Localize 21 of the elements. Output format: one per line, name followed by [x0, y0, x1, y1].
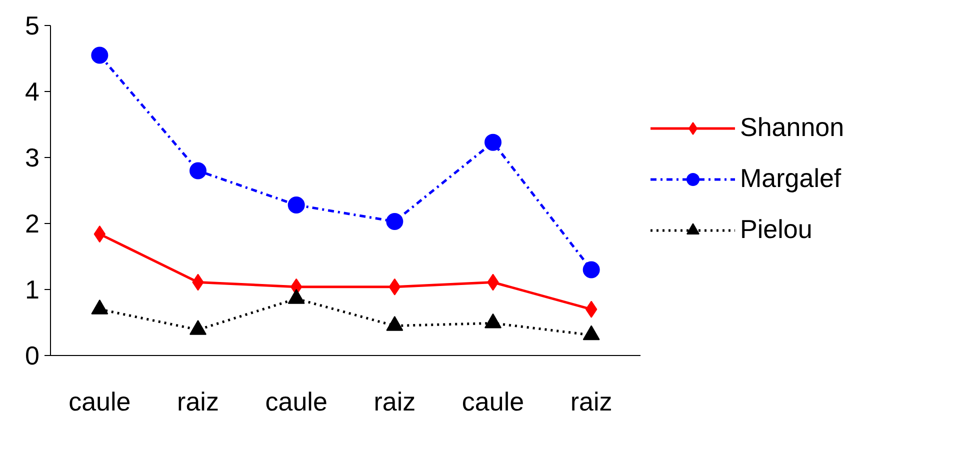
point [190, 162, 206, 180]
x-tick-label: raiz [570, 386, 612, 416]
y-tick-label: 4 [25, 76, 40, 106]
y-tick-label: 0 [25, 340, 40, 370]
y-tick-label: 2 [25, 208, 40, 238]
y-tick-label: 1 [25, 274, 40, 304]
legend-label: Shannon [740, 112, 844, 143]
x-tick-label: raiz [374, 386, 416, 416]
y-tick-label: 3 [25, 142, 40, 172]
legend-label: Pielou [740, 214, 812, 245]
legend-label: Margalef [740, 163, 842, 194]
x-tick-label: caule [68, 386, 131, 416]
x-tick-label: raiz [177, 386, 219, 416]
point [91, 46, 108, 64]
x-tick-label: caule [265, 386, 328, 416]
point [288, 196, 305, 214]
point [484, 134, 502, 151]
point [582, 261, 600, 278]
x-tick-label: caule [462, 386, 524, 416]
y-tick-label: 5 [25, 10, 40, 40]
point [386, 213, 404, 230]
